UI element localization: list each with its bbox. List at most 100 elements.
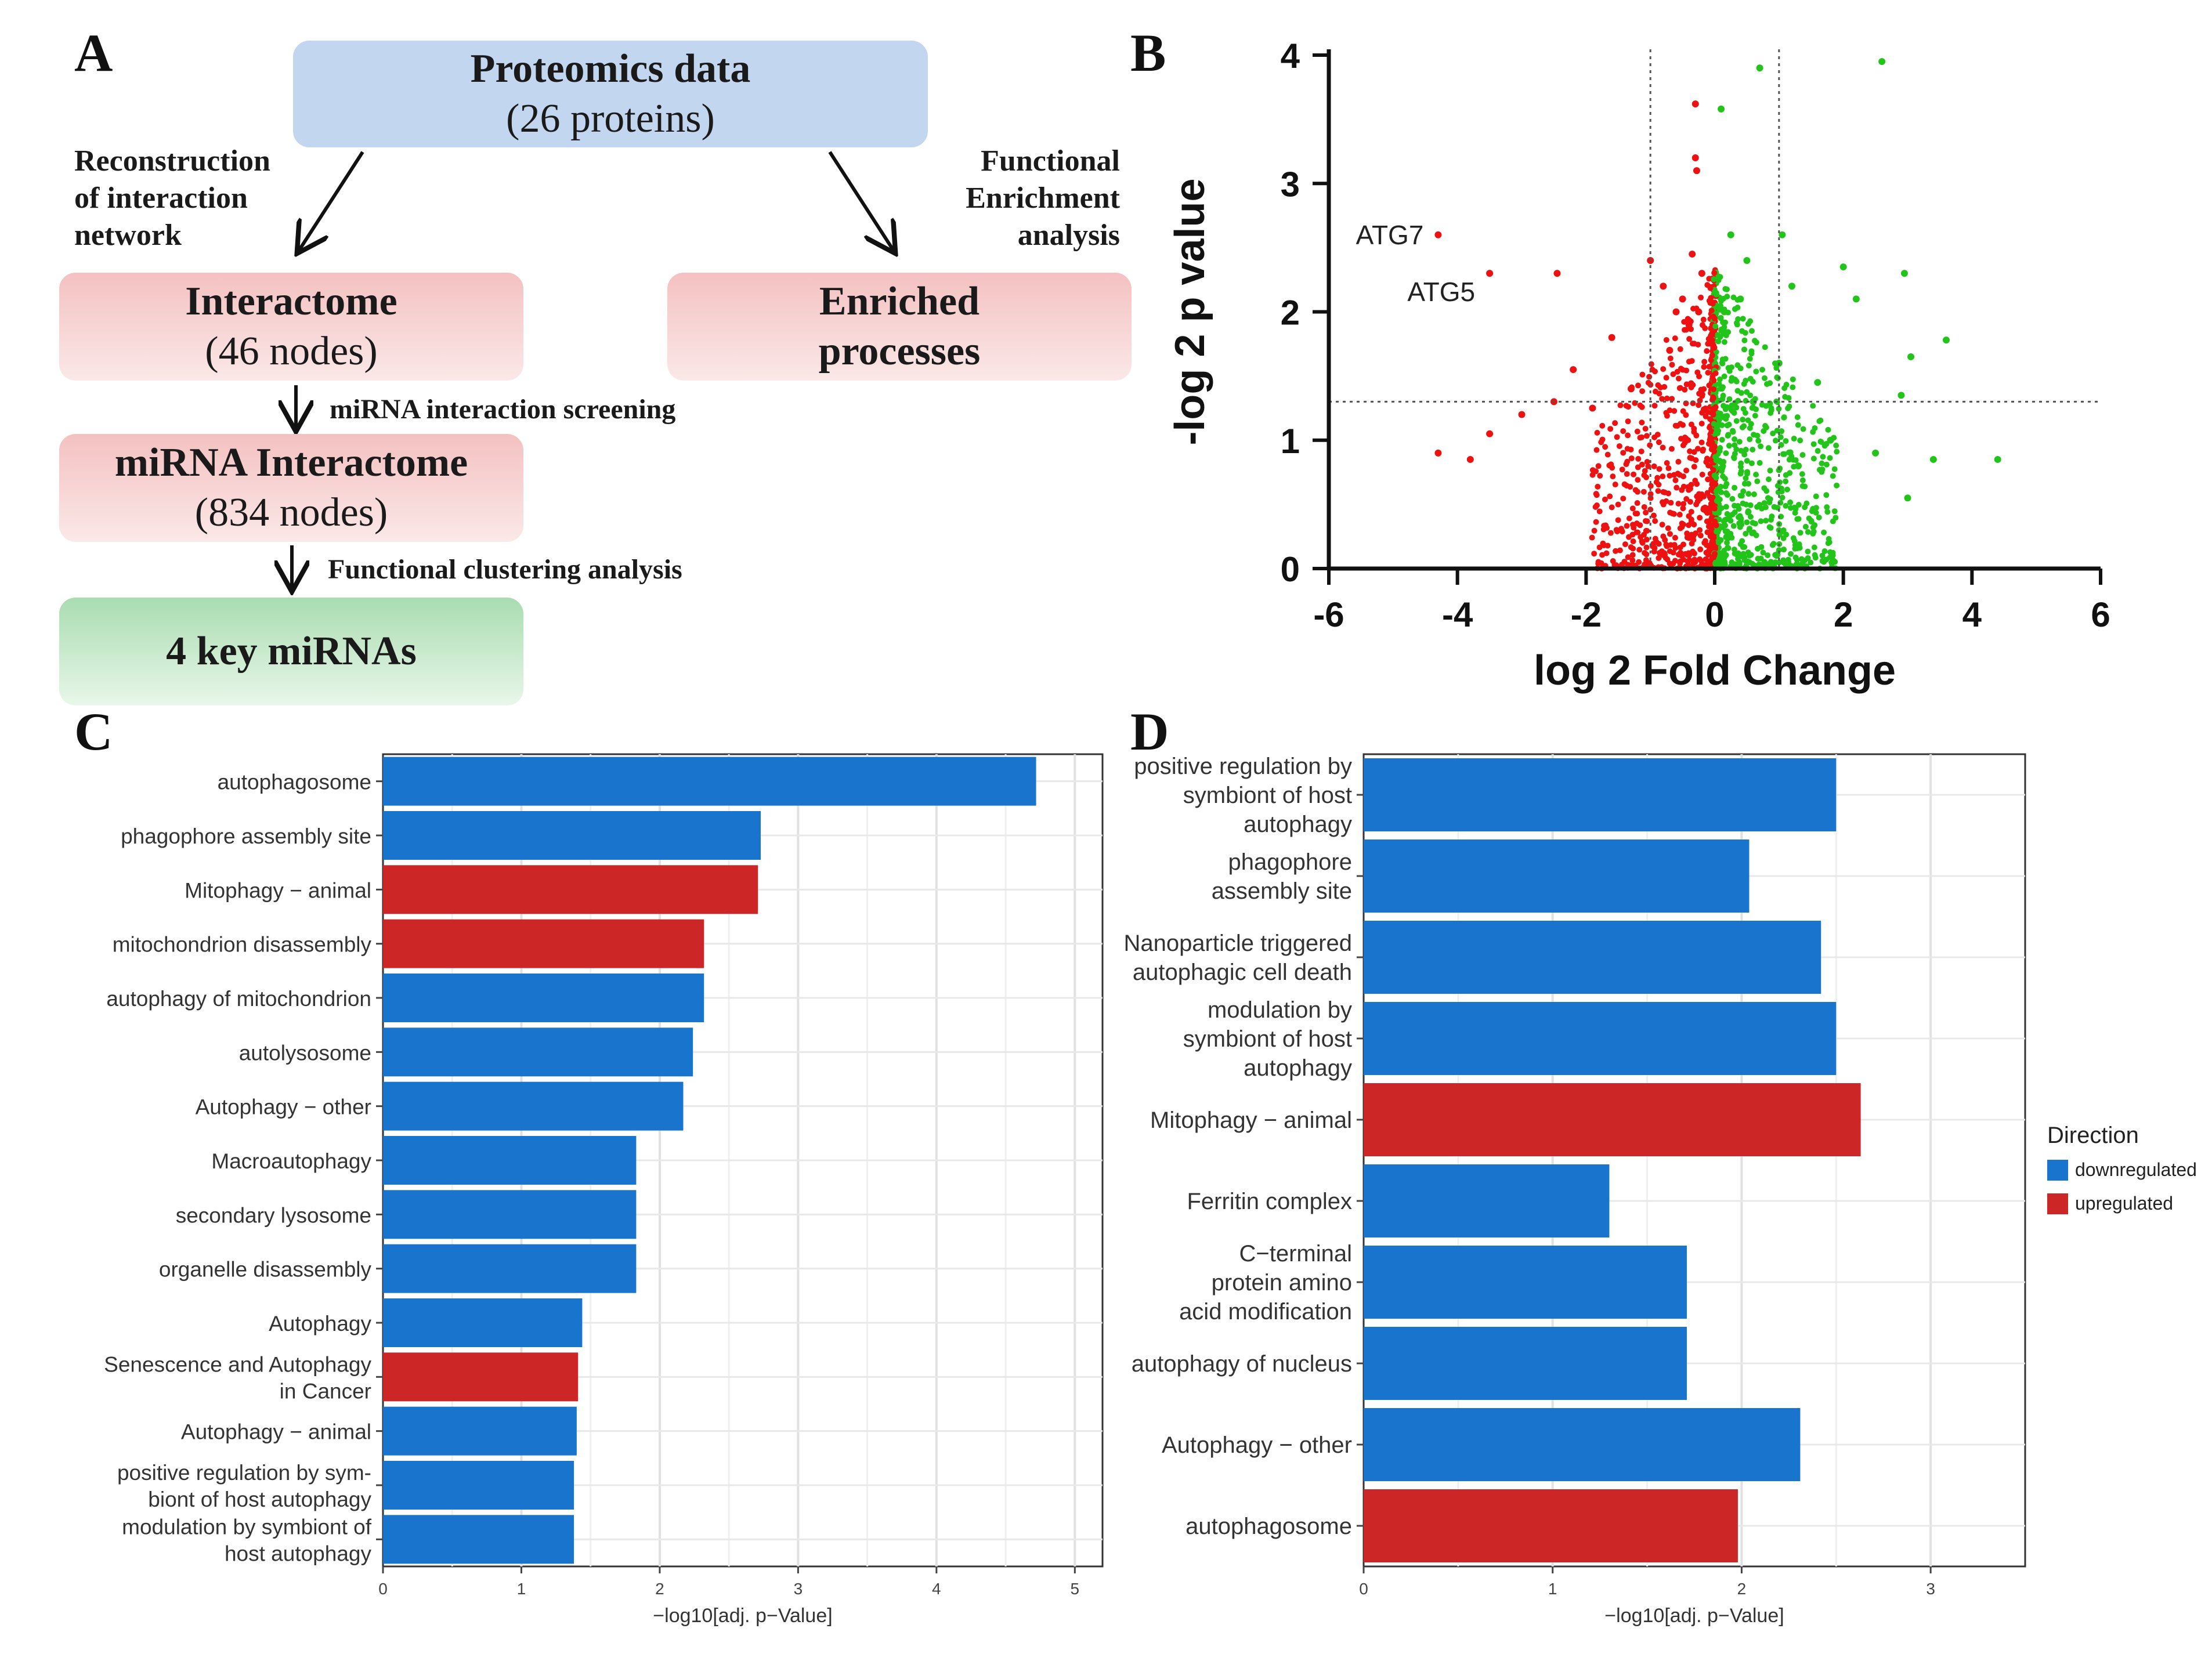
volcano-cloud-point <box>1834 482 1840 488</box>
volcano-cloud-point <box>1815 448 1821 454</box>
volcano-cloud-point <box>1682 327 1688 333</box>
volcano-cloud-point <box>1713 475 1719 481</box>
volcano-cloud-point <box>1660 444 1666 451</box>
volcano-cloud-point <box>1680 501 1687 507</box>
volcano-cloud-point <box>1747 375 1754 382</box>
volcano-cloud-point <box>1810 455 1817 462</box>
volcano-cloud-point <box>1699 391 1705 397</box>
volcano-cloud-point <box>1726 514 1732 520</box>
y-tick-label: 0 <box>1281 550 1300 589</box>
volcano-cloud-point <box>1637 435 1643 441</box>
volcano-cloud-point <box>1681 319 1687 325</box>
volcano-cloud-point <box>1661 551 1668 558</box>
volcano-cloud-point <box>1711 276 1717 283</box>
volcano-cloud-point <box>1813 509 1819 516</box>
volcano-cloud-point <box>1711 505 1718 512</box>
volcano-cloud-point <box>1698 439 1705 446</box>
volcano-cloud-point <box>1812 555 1819 561</box>
volcano-cloud-point <box>1594 429 1600 436</box>
volcano-cloud-point <box>1747 513 1754 520</box>
volcano-cloud-point <box>1726 368 1733 374</box>
volcano-cloud-point <box>1622 541 1628 548</box>
volcano-cloud-point <box>1770 541 1777 547</box>
volcano-cloud-point <box>1718 298 1724 304</box>
volcano-cloud-point <box>1708 428 1715 435</box>
volcano-cloud-point <box>1750 446 1756 453</box>
volcano-cloud-point <box>1738 516 1744 522</box>
volcano-cloud-point <box>1810 530 1816 537</box>
volcano-cloud-point <box>1756 502 1763 508</box>
volcano-cloud-point <box>1736 439 1743 445</box>
volcano-cloud-point <box>1795 516 1802 522</box>
volcano-cloud-point <box>1651 548 1657 555</box>
volcano-cloud-point <box>1816 514 1822 520</box>
x-tick-label: 3 <box>1926 1580 1935 1598</box>
category-label: C−terminal protein amino acid modification <box>1179 1241 1352 1325</box>
volcano-cloud-point <box>1709 337 1715 343</box>
volcano-cloud-point <box>1701 540 1708 546</box>
volcano-cloud-point <box>1777 434 1784 440</box>
volcano-cloud-point <box>1691 464 1697 470</box>
x-tick-label: 1 <box>1548 1580 1557 1598</box>
volcano-cloud-point <box>1701 505 1707 511</box>
volcano-cloud-point <box>1697 527 1703 533</box>
volcano-cloud-point <box>1642 518 1649 524</box>
x-tick-label: 3 <box>794 1580 803 1598</box>
volcano-cloud-point <box>1697 556 1703 562</box>
volcano-cloud-point <box>1699 471 1705 477</box>
volcano-cloud-point <box>1747 392 1754 399</box>
volcano-cloud-point <box>1726 443 1732 449</box>
volcano-cloud-point <box>1700 322 1706 328</box>
panel-label-c: C <box>74 702 113 761</box>
y-axis-title: -log 2 p value <box>1167 178 1213 445</box>
volcano-cloud-point <box>1831 508 1838 515</box>
x-tick-label: 2 <box>655 1580 664 1598</box>
volcano-cloud-point <box>1603 522 1609 529</box>
volcano-cloud-point <box>1732 484 1738 491</box>
volcano-point <box>1788 283 1795 290</box>
volcano-cloud-point <box>1718 315 1724 321</box>
volcano-cloud-point <box>1707 561 1713 567</box>
volcano-cloud-point <box>1774 375 1781 381</box>
volcano-cloud-point <box>1669 396 1675 402</box>
volcano-cloud-point <box>1726 396 1733 402</box>
volcano-cloud-point <box>1712 518 1718 524</box>
volcano-cloud-point <box>1690 560 1697 566</box>
volcano-cloud-point <box>1634 428 1640 435</box>
volcano-cloud-point <box>1753 339 1759 346</box>
volcano-cloud-point <box>1608 461 1614 468</box>
volcano-cloud-point <box>1695 341 1701 348</box>
volcano-cloud-point <box>1644 459 1650 465</box>
volcano-cloud-point <box>1723 286 1730 292</box>
volcano-cloud-point <box>1708 332 1714 339</box>
volcano-plot: -6 -4 -2 0 2 4 6 0 1 2 3 4 log 2 Fold Change -log 2 p… <box>1167 37 2110 694</box>
volcano-cloud-point <box>1738 390 1744 396</box>
volcano-cloud-point <box>1642 468 1648 474</box>
volcano-cloud-point <box>1690 382 1696 388</box>
volcano-cloud-point <box>1788 551 1794 557</box>
volcano-series-green <box>1718 58 2001 502</box>
x-tick-label: 0 <box>378 1580 388 1598</box>
volcano-cloud-point <box>1817 439 1824 445</box>
volcano-cloud-point <box>1612 420 1618 426</box>
volcano-cloud-point <box>1797 530 1803 536</box>
volcano-cloud-point <box>1813 493 1819 500</box>
volcano-cloud-point <box>1607 426 1614 432</box>
volcano-cloud-point <box>1643 551 1650 558</box>
volcano-cloud-point <box>1725 492 1731 498</box>
volcano-cloud-point <box>1665 525 1671 531</box>
volcano-cloud-point <box>1596 508 1603 515</box>
mirna-interactome-box: miRNA Interactome (834 nodes) <box>59 434 523 542</box>
volcano-cloud-point <box>1688 509 1694 515</box>
arrow-to-interactome <box>299 151 364 251</box>
volcano-cloud-point <box>1724 294 1730 300</box>
volcano-cloud-point <box>1687 455 1693 461</box>
volcano-cloud-point <box>1689 341 1696 347</box>
volcano-cloud-point <box>1767 496 1773 502</box>
volcano-cloud-point <box>1679 487 1685 493</box>
volcano-cloud-point <box>1598 439 1604 446</box>
volcano-cloud-point <box>1711 421 1717 427</box>
volcano-cloud-point <box>1609 504 1615 511</box>
volcano-cloud-point <box>1797 545 1803 551</box>
volcano-cloud-point <box>1792 554 1799 560</box>
